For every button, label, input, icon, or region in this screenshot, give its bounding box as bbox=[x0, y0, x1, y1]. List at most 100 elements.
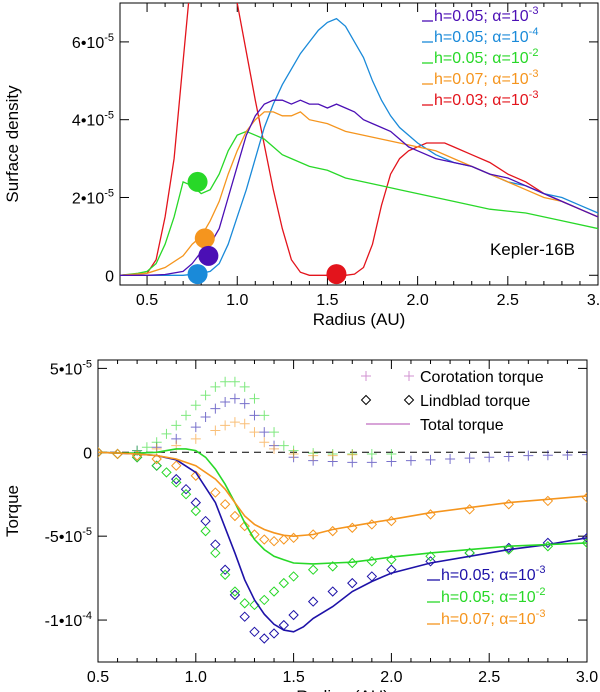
lindblad-point bbox=[386, 515, 397, 527]
marker-legend-label: Total torque bbox=[420, 417, 504, 434]
lindblad-point bbox=[171, 460, 182, 471]
lindblad-point bbox=[229, 586, 241, 597]
bottom-x-tick-label: 2.0 bbox=[380, 669, 402, 686]
corotation-point bbox=[210, 381, 221, 392]
top-legend-label: h=0.07; α=10-3 bbox=[434, 68, 538, 88]
corotation-point bbox=[210, 403, 221, 414]
corotation-point bbox=[190, 422, 201, 433]
lindblad-point bbox=[190, 470, 202, 481]
corotation-point bbox=[425, 454, 436, 465]
lindblad-point bbox=[366, 519, 378, 530]
lindblad-point bbox=[307, 564, 319, 575]
bottom-legend-label: h=0.05; α=10-2 bbox=[441, 586, 545, 606]
lindblad-point bbox=[219, 569, 231, 580]
corotation-point bbox=[405, 455, 416, 466]
lindblad-point bbox=[161, 467, 172, 478]
bottom-y-tick-label: 0 bbox=[83, 445, 92, 462]
corotation-point bbox=[259, 410, 270, 421]
bottom-x-tick-label: 3.0 bbox=[576, 669, 598, 686]
top-x-tick-label: 2.0 bbox=[406, 292, 428, 309]
corotation-point bbox=[542, 450, 553, 461]
lindblad-point bbox=[268, 628, 280, 639]
top-series-line-2 bbox=[120, 130, 598, 276]
lindblad-point bbox=[307, 596, 319, 607]
legend-diamond-swatch bbox=[360, 394, 372, 406]
lindblad-point bbox=[259, 534, 270, 545]
lindblad-point bbox=[542, 541, 554, 552]
corotation-point bbox=[484, 452, 495, 463]
corotation-point bbox=[190, 400, 201, 411]
bottom-series-legend: h=0.05; α=10-3h=0.05; α=10-2h=0.07; α=10… bbox=[427, 564, 545, 628]
bottom-y-axis-title: Torque bbox=[3, 485, 22, 537]
planet-marker bbox=[187, 264, 208, 285]
lindblad-point bbox=[210, 547, 221, 559]
top-series-line-4 bbox=[120, 3, 598, 276]
corotation-point bbox=[200, 412, 211, 423]
lindblad-point bbox=[347, 577, 358, 589]
lindblad-point bbox=[581, 537, 587, 549]
corotation-point bbox=[181, 410, 192, 421]
corotation-point bbox=[229, 376, 240, 387]
lindblad-point bbox=[249, 626, 260, 638]
corotation-point bbox=[386, 448, 397, 459]
corotation-point bbox=[220, 376, 231, 387]
marker-legend-label: Lindblad torque bbox=[420, 393, 530, 410]
lindblad-point bbox=[386, 564, 397, 575]
lindblad-point bbox=[327, 586, 338, 597]
lindblad-point bbox=[219, 564, 231, 575]
corotation-point bbox=[347, 449, 358, 460]
lindblad-point bbox=[503, 499, 514, 510]
planet-marker bbox=[198, 245, 219, 266]
bottom-x-tick-label: 1.5 bbox=[282, 669, 304, 686]
planet-marker bbox=[187, 171, 208, 192]
corotation-point bbox=[210, 425, 221, 436]
corotation-point bbox=[229, 393, 240, 404]
corotation-point bbox=[190, 433, 201, 444]
legend-plus-swatch bbox=[404, 371, 414, 381]
lindblad-point bbox=[288, 609, 299, 621]
lindblad-point bbox=[171, 477, 182, 488]
top-x-tick-label: 3.0 bbox=[587, 292, 600, 309]
corotation-point bbox=[278, 440, 289, 451]
corotation-point bbox=[229, 417, 240, 428]
top-x-tick-label: 1.5 bbox=[316, 292, 338, 309]
corotation-point bbox=[269, 443, 280, 454]
corotation-point bbox=[288, 448, 299, 459]
lindblad-point bbox=[98, 447, 104, 458]
corotation-point bbox=[366, 448, 377, 459]
lindblad-point bbox=[366, 556, 378, 567]
lindblad-point bbox=[268, 535, 280, 547]
lindblad-point bbox=[210, 487, 221, 498]
top-legend-label: h=0.05; α=10-2 bbox=[434, 47, 538, 67]
corotation-point bbox=[239, 418, 250, 429]
corotation-point bbox=[171, 420, 182, 431]
lindblad-point bbox=[278, 577, 290, 589]
lindblad-point bbox=[190, 497, 202, 508]
top-axes: 0.5 1.0 1.5 2.0 2.5 3.0 0 2•10-5 4•10-5 6•10-5 Rad… bbox=[3, 2, 600, 329]
top-y-tick-label: 4•10-5 bbox=[72, 110, 114, 130]
corotation-point bbox=[445, 453, 456, 464]
bottom-y-tick-label: -1•10-4 bbox=[45, 610, 92, 630]
top-x-tick-label: 0.5 bbox=[136, 292, 158, 309]
corotation-point bbox=[259, 427, 270, 438]
top-legend: h=0.05; α=10-3h=0.05; α=10-4h=0.05; α=10… bbox=[422, 5, 538, 109]
lindblad-point bbox=[151, 460, 162, 471]
lindblad-point bbox=[503, 544, 514, 555]
top-x-axis-title: Radius (AU) bbox=[313, 310, 406, 329]
lindblad-point bbox=[288, 571, 299, 582]
top-legend-label: h=0.05; α=10-4 bbox=[434, 26, 538, 46]
lindblad-point bbox=[581, 532, 587, 544]
bottom-x-tick-label: 1.0 bbox=[185, 669, 207, 686]
lindblad-point bbox=[229, 510, 241, 522]
corotation-point bbox=[161, 428, 172, 439]
lindblad-point bbox=[327, 561, 338, 572]
corotation-point bbox=[259, 437, 270, 448]
corotation-point bbox=[249, 410, 260, 421]
corotation-point bbox=[220, 420, 231, 431]
corotation-point bbox=[582, 449, 587, 460]
bottom-x-tick-label: 2.5 bbox=[478, 669, 500, 686]
lindblad-point bbox=[239, 520, 250, 532]
lindblad-point bbox=[200, 525, 211, 537]
lindblad-point bbox=[259, 633, 270, 644]
